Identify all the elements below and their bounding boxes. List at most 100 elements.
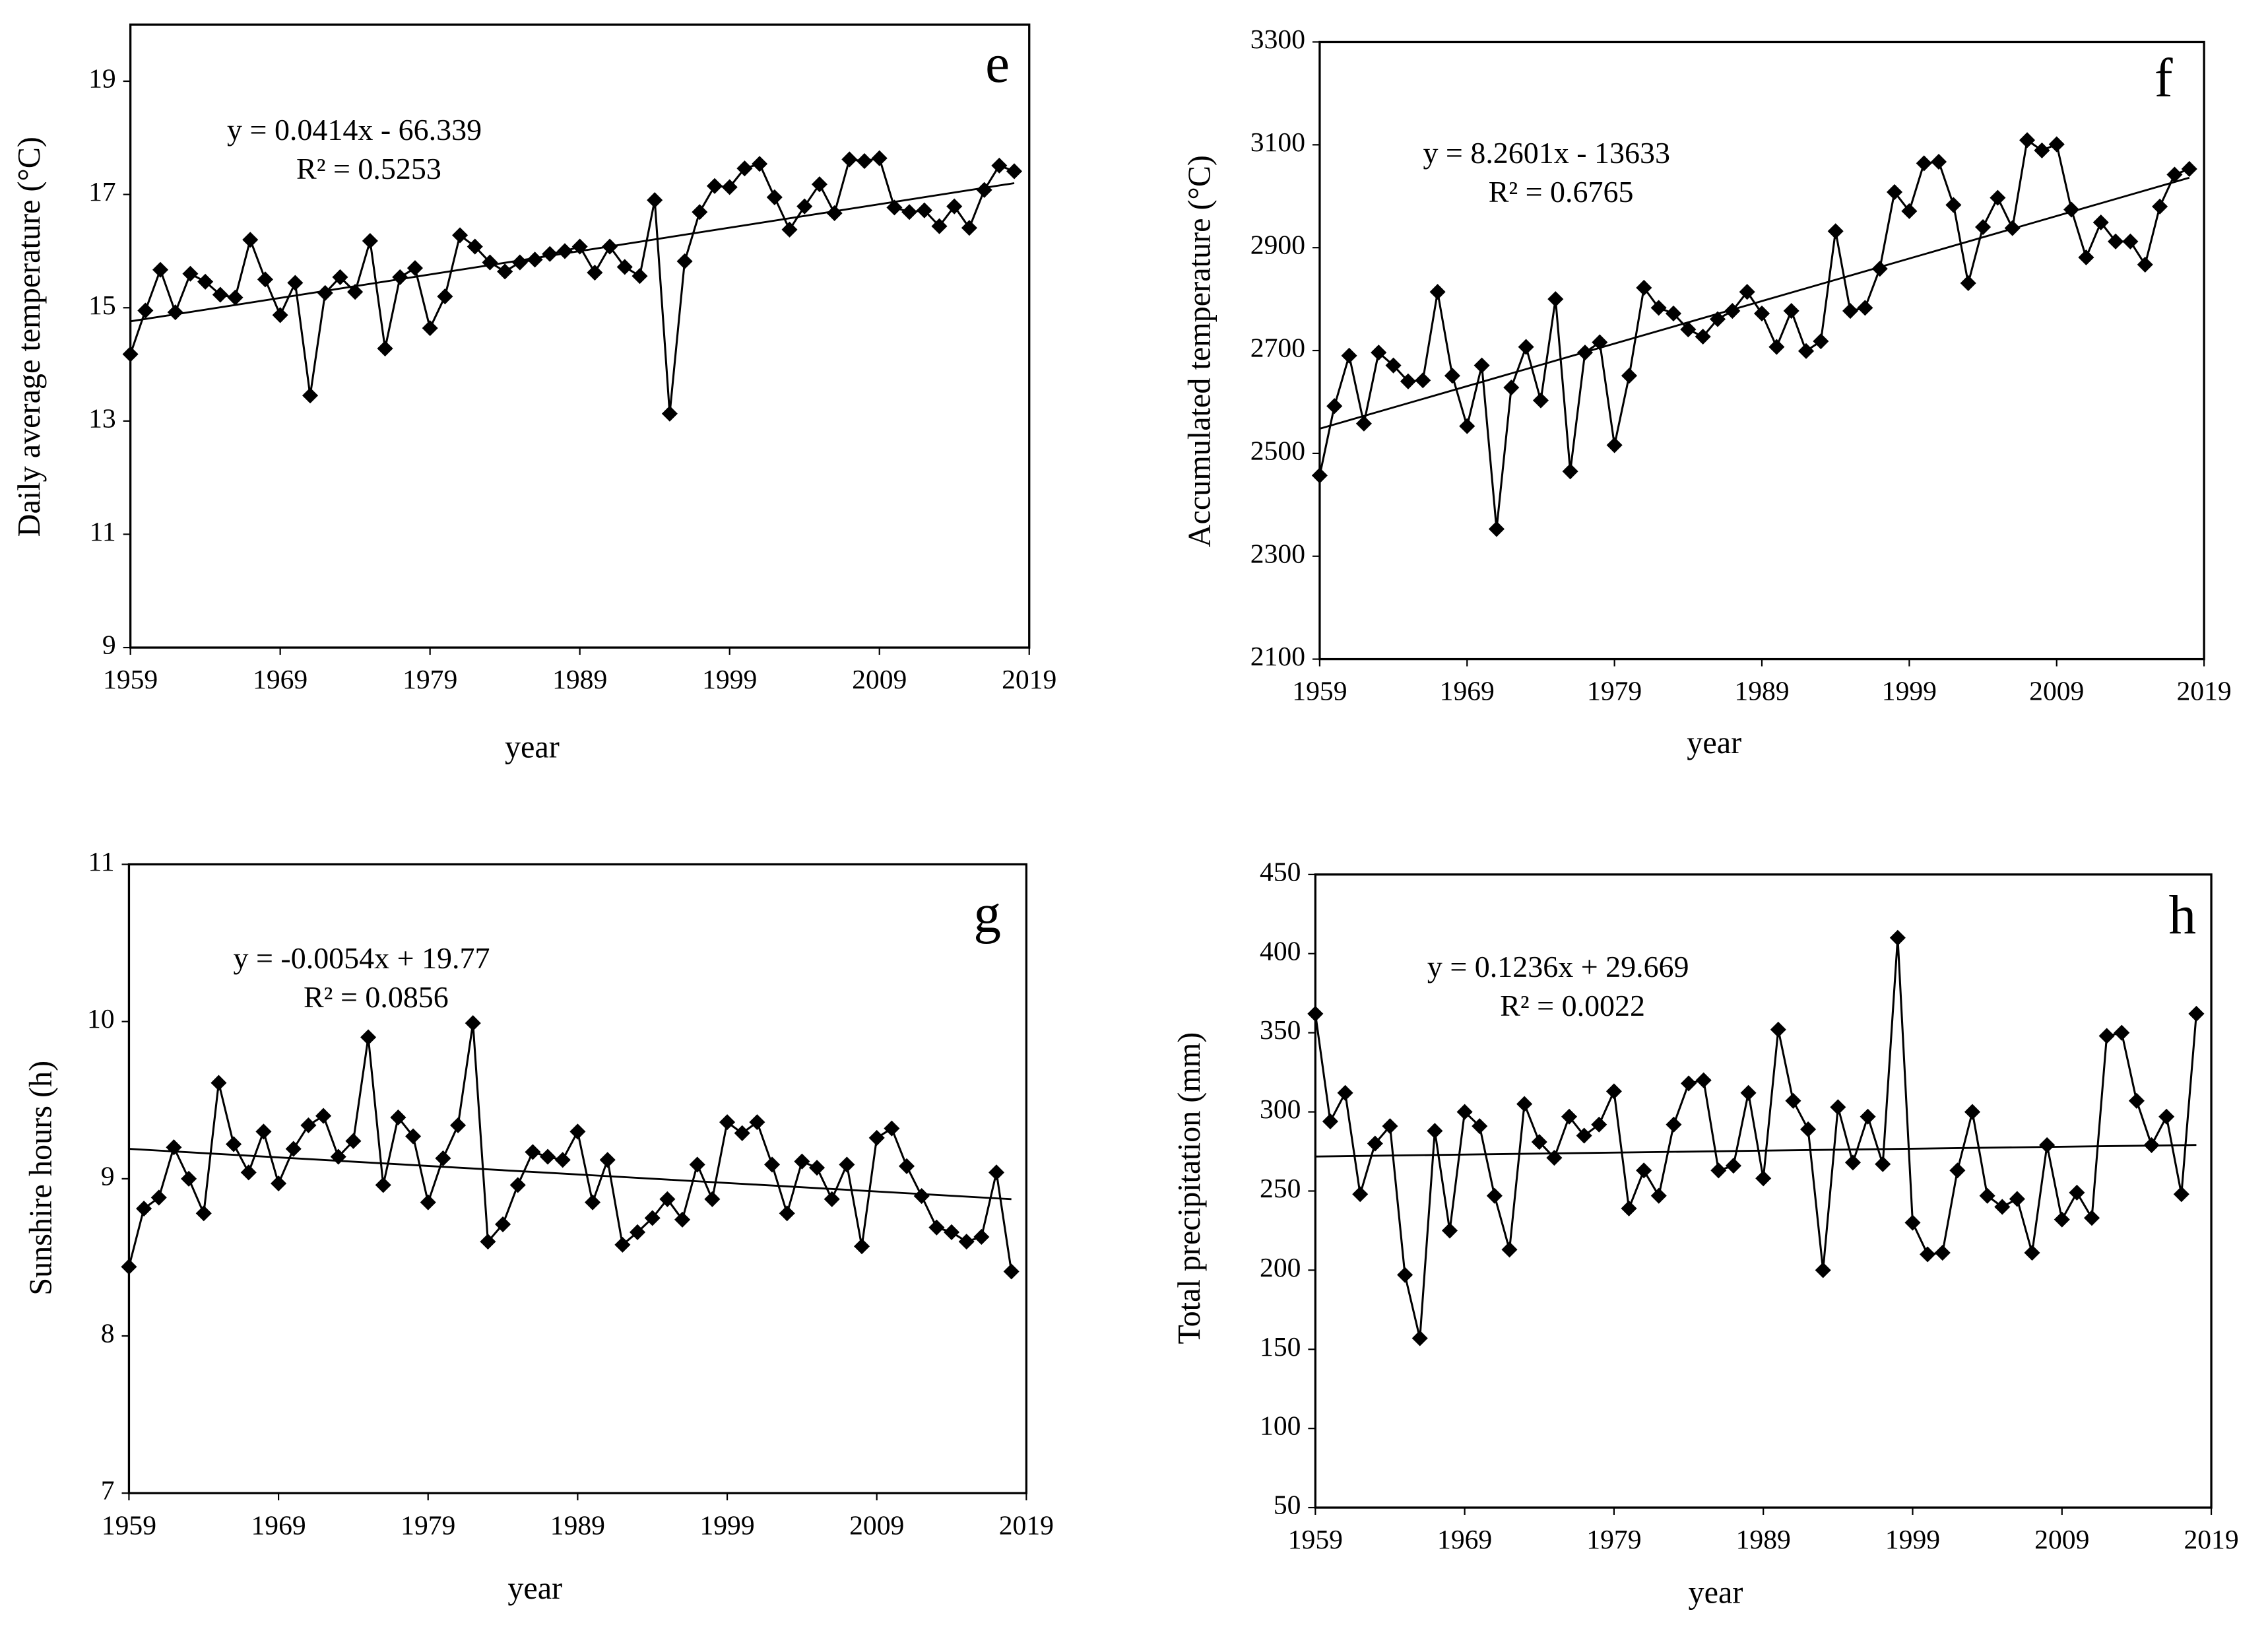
- point: [616, 259, 633, 275]
- point: [136, 1201, 152, 1217]
- point: [1486, 1187, 1503, 1204]
- x-tick-label: 1979: [1586, 1524, 1641, 1554]
- x-tick-label: 2009: [849, 1510, 904, 1540]
- x-tick-label: 1969: [1440, 676, 1495, 706]
- x-tick-label: 2009: [2034, 1524, 2089, 1554]
- point: [571, 238, 588, 255]
- panel-letter: f: [2155, 48, 2173, 108]
- point: [435, 1150, 451, 1166]
- point: [1681, 1075, 1697, 1092]
- point: [719, 1114, 736, 1131]
- point: [540, 1148, 556, 1165]
- x-tick-label: 2009: [2029, 676, 2084, 706]
- point: [197, 273, 214, 290]
- point: [1444, 368, 1460, 384]
- y-tick-label: 350: [1260, 1014, 1301, 1045]
- point: [1960, 275, 1976, 292]
- point: [392, 269, 408, 285]
- y-tick-label: 7: [101, 1475, 115, 1506]
- point: [1725, 1158, 1741, 1174]
- point: [734, 1125, 750, 1141]
- point: [808, 1160, 826, 1176]
- y-tick-label: 9: [102, 630, 116, 660]
- panel-letter: h: [2168, 884, 2196, 945]
- point: [2137, 256, 2153, 273]
- y-tick-label: 150: [1260, 1331, 1301, 1362]
- x-tick-label: 1999: [699, 1510, 754, 1540]
- point: [2152, 198, 2168, 215]
- x-tick-label: 1959: [103, 664, 158, 694]
- point: [749, 1114, 765, 1131]
- point: [345, 1133, 362, 1149]
- point: [1755, 1170, 1772, 1187]
- point: [2063, 201, 2080, 218]
- point: [1547, 291, 1564, 308]
- x-tick-label: 1959: [102, 1510, 156, 1540]
- point: [1411, 1330, 1428, 1346]
- x-tick-label: 1999: [702, 664, 757, 694]
- point: [2114, 1024, 2130, 1041]
- y-tick-label: 450: [1260, 856, 1301, 886]
- point: [181, 1170, 197, 1187]
- point: [884, 1120, 900, 1137]
- x-tick-label: 1989: [1734, 676, 1789, 706]
- x-tick-label: 1959: [1288, 1524, 1343, 1554]
- point: [1441, 1222, 1458, 1239]
- y-axis-title: Total precipitation (mm): [1172, 1032, 1207, 1345]
- point: [1532, 392, 1549, 409]
- y-tick-label: 50: [1274, 1490, 1301, 1520]
- point: [1503, 380, 1520, 396]
- point: [1920, 1246, 1936, 1263]
- point: [1979, 1187, 1995, 1204]
- point: [2019, 132, 2036, 149]
- point: [554, 1152, 571, 1168]
- point: [2098, 1028, 2115, 1044]
- point: [632, 268, 648, 284]
- point: [1472, 1118, 1488, 1135]
- point: [841, 151, 858, 168]
- point: [452, 227, 469, 244]
- point: [300, 1117, 317, 1133]
- point: [1488, 521, 1505, 537]
- x-tick-label: 1999: [1882, 676, 1937, 706]
- point: [1798, 343, 1815, 359]
- point: [781, 221, 798, 238]
- point: [240, 1164, 257, 1181]
- y-axis-title: Accumulated temperature (°C): [1183, 155, 1217, 547]
- point: [630, 1224, 646, 1240]
- point: [2092, 214, 2109, 231]
- point: [272, 307, 288, 323]
- point: [390, 1109, 406, 1126]
- point: [406, 260, 424, 277]
- x-tick-label: 1999: [1885, 1524, 1940, 1554]
- point: [121, 1259, 137, 1275]
- equation: y = 0.1236x + 29.669: [1427, 950, 1689, 983]
- point: [317, 284, 333, 301]
- point: [868, 1129, 885, 1146]
- point: [676, 253, 693, 269]
- point: [1576, 345, 1594, 361]
- point: [122, 346, 139, 362]
- y-tick-label: 8: [101, 1318, 115, 1348]
- point: [853, 1238, 870, 1255]
- point: [211, 1075, 227, 1091]
- point: [931, 218, 948, 234]
- point: [901, 204, 918, 220]
- point: [1916, 155, 1932, 172]
- point: [1770, 1021, 1786, 1038]
- panel-letter: e: [985, 33, 1010, 94]
- point: [182, 265, 199, 282]
- point: [1785, 1092, 1801, 1109]
- point: [1815, 1262, 1831, 1279]
- series-line: [129, 156, 1015, 414]
- point: [227, 289, 243, 306]
- x-tick-label: 1989: [552, 664, 607, 694]
- point: [556, 243, 573, 259]
- point: [1367, 1135, 1383, 1152]
- series-line: [1318, 138, 2190, 529]
- x-tick-label: 1989: [1736, 1524, 1791, 1554]
- point: [916, 202, 932, 218]
- y-tick-label: 17: [88, 176, 116, 207]
- y-axis-title: Daily average temperature (°C): [12, 137, 47, 537]
- x-tick-label: 2019: [999, 1510, 1054, 1540]
